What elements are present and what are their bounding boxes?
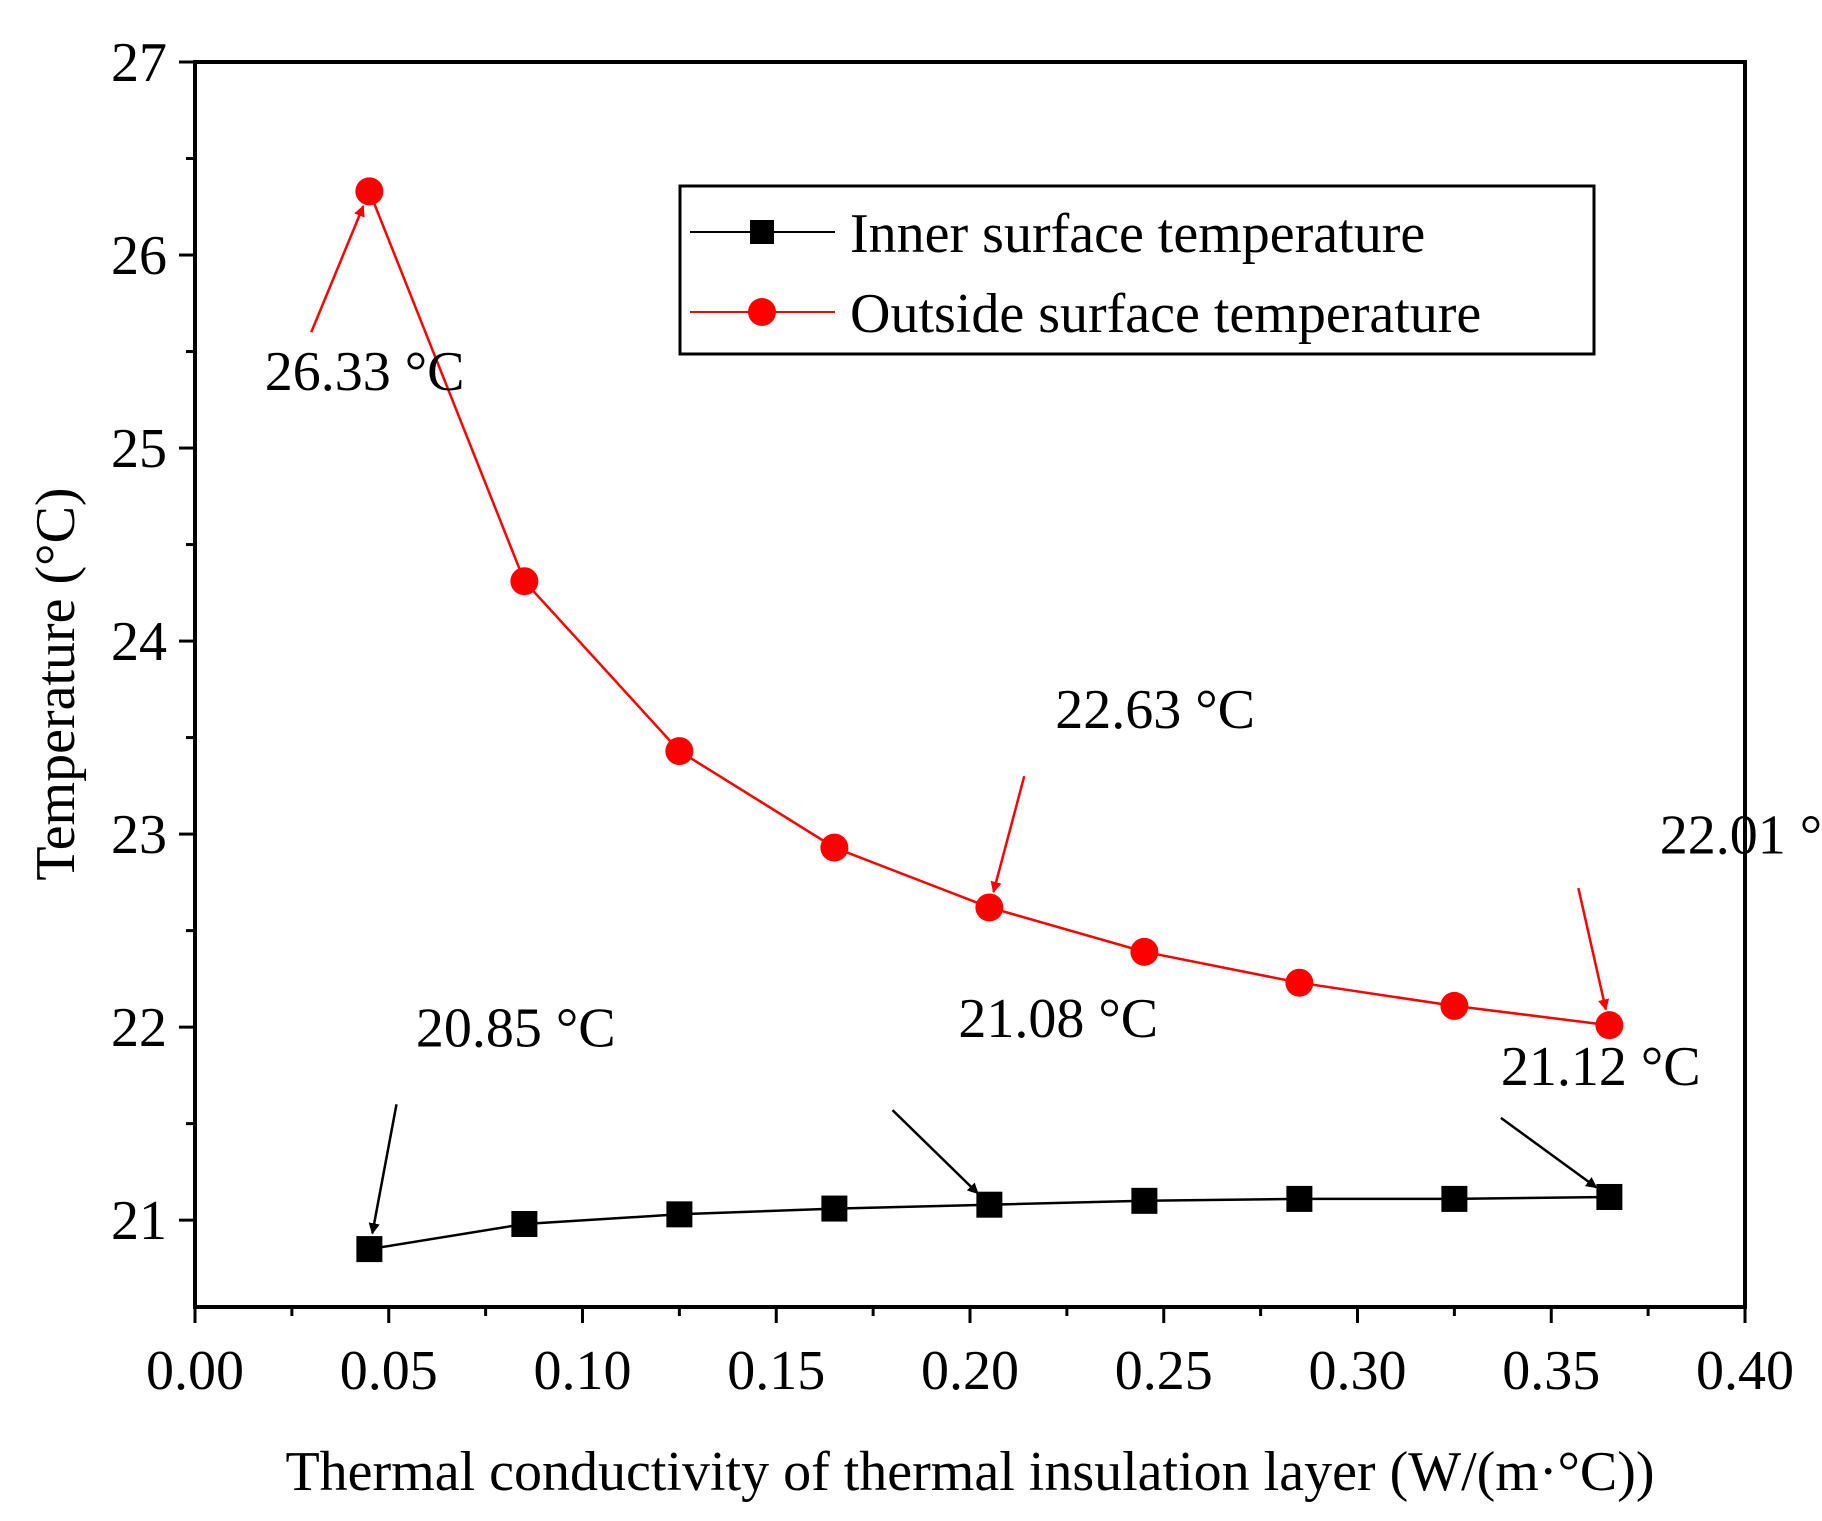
data-point-inner [976,1191,1003,1218]
x-tick-label: 0.00 [146,1340,244,1402]
y-axis-label: Temperature (°C) [25,487,87,880]
y-tick-label: 27 [111,32,167,94]
annotation-arrow [368,1104,398,1235]
data-point-outside [510,567,539,596]
x-tick-label: 0.40 [1696,1340,1794,1402]
data-point-outside [665,737,694,766]
x-tick-label: 0.30 [1309,1340,1407,1402]
x-axis-label: Thermal conductivity of thermal insulati… [285,1441,1654,1503]
data-point-inner [511,1211,538,1237]
data-point-outside [1130,937,1159,966]
x-tick-label: 0.25 [1115,1340,1213,1402]
data-point-outside [355,177,384,206]
legend-marker-outside [748,298,776,326]
series-layer [355,177,1624,1263]
annotation-layer: 26.33 °C 22.63 °C 22.01 °C 20.85 °C 21.08 °C… [265,205,1822,1235]
legend-label-inner: Inner surface temperature [850,203,1425,265]
y-tick-label: 24 [111,611,167,673]
data-point-inner [1286,1185,1313,1212]
annotation-arrow [310,205,365,333]
legend-marker-inner [750,220,774,244]
data-point-inner [356,1236,383,1263]
data-point-inner [821,1195,848,1222]
annotation-arrow [891,1109,979,1195]
y-tick-label: 26 [111,225,167,287]
annotation-arrow [1577,887,1610,1011]
x-tick-label: 0.20 [921,1340,1019,1402]
data-point-outside [1440,991,1469,1020]
data-point-inner [1596,1183,1623,1210]
y-tick-label: 23 [111,804,167,866]
x-tick-label: 0.05 [340,1340,438,1402]
annotation-arrow [990,775,1026,894]
y-tick-label: 25 [111,418,167,480]
x-tick-label: 0.10 [534,1340,632,1402]
data-point-outside [1285,968,1314,997]
annotation-arrow [1500,1116,1598,1189]
annotation-label: 26.33 °C [265,341,465,403]
annotation-label: 21.08 °C [958,988,1158,1050]
data-point-inner [666,1201,693,1228]
annotation-label: 21.12 °C [1501,1036,1701,1098]
data-point-outside [975,893,1004,922]
x-tick-label: 0.15 [727,1340,825,1402]
data-point-outside [1595,1011,1624,1040]
y-axis: 21 22 23 24 25 26 27 [111,32,195,1252]
x-axis: 0.00 0.05 0.10 0.15 0.20 0.25 0.30 0.35 0.40 [146,1307,1794,1402]
y-tick-label: 22 [111,997,167,1059]
data-point-inner [1131,1187,1158,1214]
y-tick-label: 21 [111,1190,167,1252]
legend-label-outside: Outside surface temperature [850,283,1481,345]
x-tick-label: 0.35 [1502,1340,1600,1402]
data-point-inner [1441,1185,1468,1212]
annotation-label: 20.85 °C [416,997,616,1059]
legend-box [678,184,1596,356]
legend: Inner surface temperature Outside surfac… [678,184,1596,356]
data-point-outside [820,833,849,862]
annotation-label: 22.63 °C [1055,679,1255,741]
annotation-label: 22.01 °C [1660,804,1822,866]
